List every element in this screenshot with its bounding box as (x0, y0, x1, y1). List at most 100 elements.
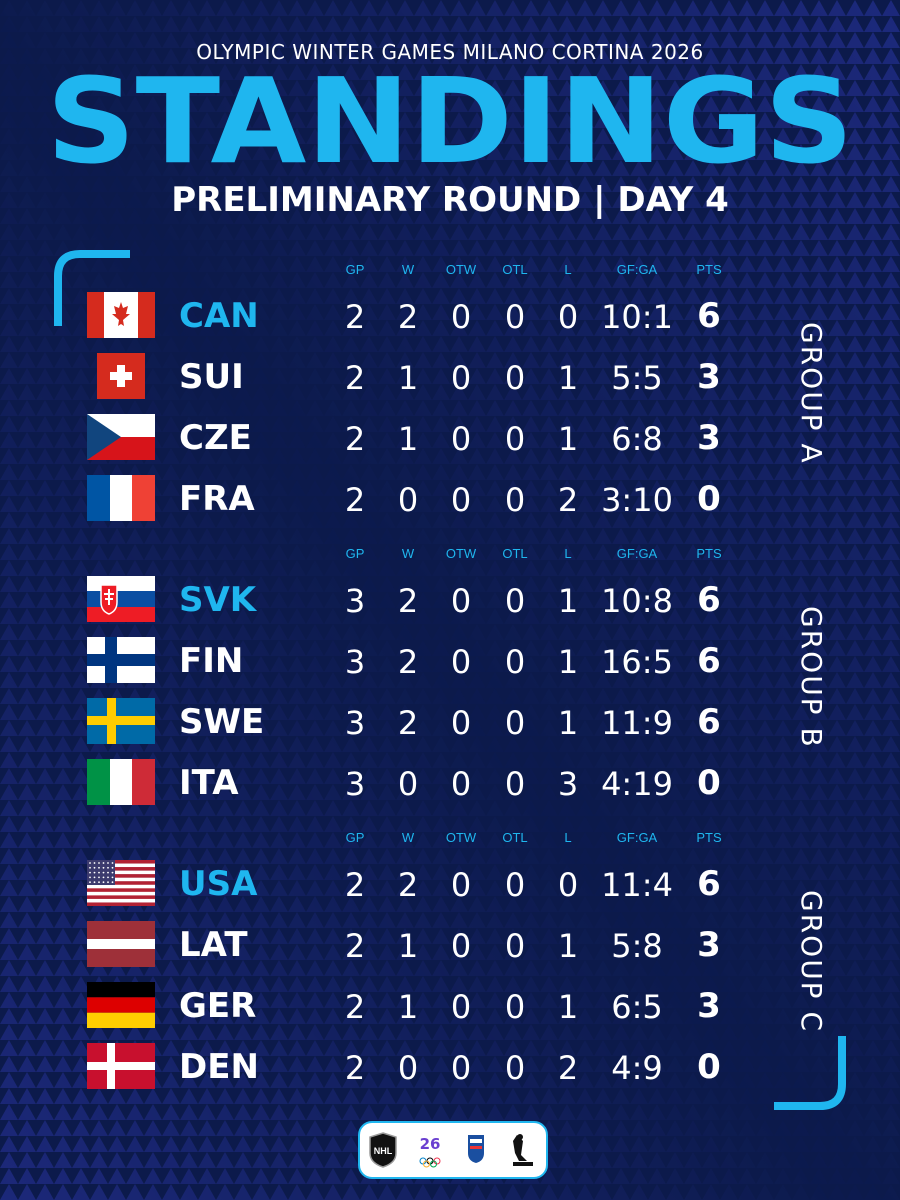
denmark-flag (87, 1043, 155, 1089)
stat-pts: 6 (697, 702, 721, 742)
milano-cortina-2026-logo: 26 (419, 1135, 441, 1168)
column-header: OTL (502, 830, 528, 845)
team-row: CZE 2 1 0 0 1 6:8 3 (0, 414, 900, 464)
stat-gp: 2 (344, 298, 366, 336)
stat-pts: 3 (697, 986, 721, 1026)
stat-gp: 2 (344, 927, 366, 965)
stat-gp: 2 (344, 1049, 366, 1087)
column-header: OTL (502, 262, 528, 277)
column-header: PTS (696, 830, 722, 845)
sponsor-logo-strip: NHL 26 (358, 1121, 548, 1179)
stat-w: 0 (397, 1049, 419, 1087)
stat-pts: 3 (697, 418, 721, 458)
stat-l: 1 (557, 359, 579, 397)
stat-otw: 0 (450, 359, 472, 397)
germany-flag (87, 982, 155, 1028)
stat-l: 2 (557, 481, 579, 519)
stat-l: 0 (557, 866, 579, 904)
stat-l: 0 (557, 298, 579, 336)
team-row: FRA 2 0 0 0 2 3:10 0 (0, 475, 900, 525)
team-code: FRA (179, 479, 255, 519)
team-code: FIN (179, 641, 244, 681)
team-row: LAT 2 1 0 0 1 5:8 3 (0, 921, 900, 971)
team-code: CZE (179, 418, 252, 458)
column-header: PTS (696, 262, 722, 277)
stat-l: 1 (557, 704, 579, 742)
latvia-flag (87, 921, 155, 967)
column-header: GP (345, 830, 365, 845)
stat-otl: 0 (504, 643, 526, 681)
column-headers: GP W OTW OTL L GF:GA PTS (0, 546, 900, 566)
stat-otw: 0 (450, 765, 472, 803)
stat-otl: 0 (504, 1049, 526, 1087)
column-header: L (564, 546, 572, 561)
stat-w: 2 (397, 866, 419, 904)
team-row: CAN 2 2 0 0 0 10:1 6 (0, 292, 900, 342)
stat-gfga: 10:8 (601, 582, 673, 620)
column-headers: GP W OTW OTL L GF:GA PTS (0, 830, 900, 850)
stat-otw: 0 (450, 988, 472, 1026)
stat-l: 1 (557, 582, 579, 620)
stat-w: 1 (397, 927, 419, 965)
column-header: W (401, 546, 415, 561)
team-row: GER 2 1 0 0 1 6:5 3 (0, 982, 900, 1032)
page-title: STANDINGS (46, 52, 854, 190)
corner-bracket-top-left (54, 250, 130, 326)
stat-w: 1 (397, 420, 419, 458)
iihf-logo (468, 1135, 485, 1163)
group-label: GROUP B (795, 606, 828, 749)
stat-gp: 2 (344, 988, 366, 1026)
team-row: USA 2 2 0 0 0 11:4 6 (0, 860, 900, 910)
team-code: SVK (179, 580, 257, 620)
column-header: L (564, 830, 572, 845)
stat-w: 2 (397, 704, 419, 742)
stat-gp: 3 (344, 704, 366, 742)
stat-w: 2 (397, 298, 419, 336)
stat-gfga: 5:5 (611, 359, 663, 397)
stat-gfga: 11:9 (601, 704, 673, 742)
stat-gfga: 5:8 (611, 927, 663, 965)
stat-otw: 0 (450, 582, 472, 620)
stat-l: 1 (557, 988, 579, 1026)
team-code: LAT (179, 925, 248, 965)
stat-pts: 3 (697, 925, 721, 965)
team-code: SUI (179, 357, 244, 397)
svg-text:26: 26 (419, 1135, 440, 1153)
corner-bracket-bottom-right (774, 1036, 846, 1110)
stat-pts: 3 (697, 357, 721, 397)
stat-l: 2 (557, 1049, 579, 1087)
team-code: DEN (179, 1047, 259, 1087)
stat-gfga: 16:5 (601, 643, 673, 681)
stat-otl: 0 (504, 420, 526, 458)
stat-gfga: 6:8 (611, 420, 663, 458)
stat-gp: 2 (344, 420, 366, 458)
team-row: FIN 3 2 0 0 1 16:5 6 (0, 637, 900, 687)
stat-otl: 0 (504, 927, 526, 965)
stat-otl: 0 (504, 704, 526, 742)
team-code: GER (179, 986, 257, 1026)
stat-otw: 0 (450, 298, 472, 336)
column-header: OTW (445, 830, 477, 845)
stat-w: 0 (397, 481, 419, 519)
stat-otw: 0 (450, 420, 472, 458)
stat-gp: 2 (344, 481, 366, 519)
team-row: ITA 3 0 0 0 3 4:19 0 (0, 759, 900, 809)
column-header: GF:GA (616, 546, 658, 561)
column-header: L (564, 262, 572, 277)
stat-otl: 0 (504, 765, 526, 803)
stat-gfga: 11:4 (601, 866, 673, 904)
team-row: SUI 2 1 0 0 1 5:5 3 (0, 353, 900, 403)
stat-gp: 3 (344, 643, 366, 681)
usa-flag (87, 860, 155, 906)
column-headers: GP W OTW OTL L GF:GA PTS (0, 262, 900, 282)
column-header: W (401, 262, 415, 277)
stat-gfga: 6:5 (611, 988, 663, 1026)
column-header: GF:GA (616, 262, 658, 277)
column-header: OTW (445, 262, 477, 277)
team-code: ITA (179, 763, 239, 803)
slovakia-flag (87, 576, 155, 622)
france-flag (87, 475, 155, 521)
stat-otl: 0 (504, 298, 526, 336)
nhlpa-logo (512, 1134, 533, 1166)
finland-flag (87, 637, 155, 683)
